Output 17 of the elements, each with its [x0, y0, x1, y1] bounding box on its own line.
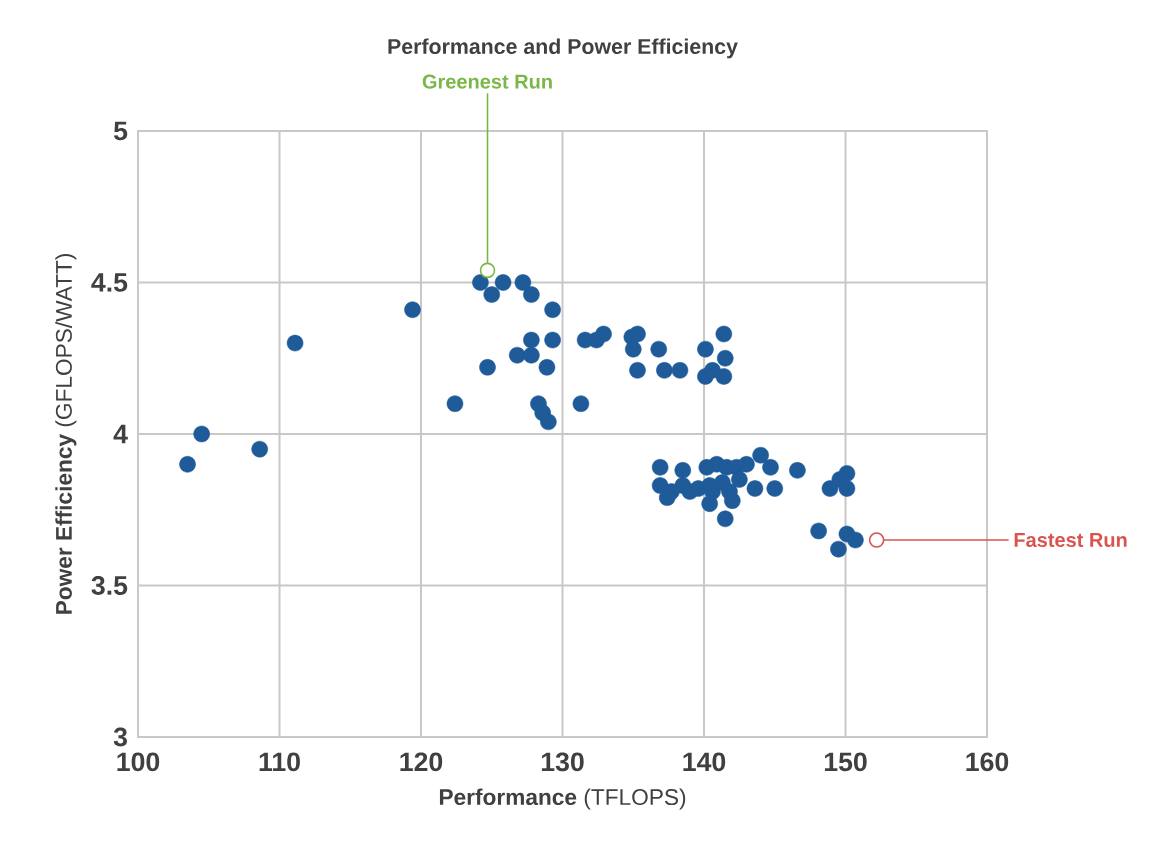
x-tick-label: 130 [541, 752, 584, 772]
y-tick-label: 4.5 [91, 273, 128, 292]
chart-title: Performance and Power Efficiency [388, 38, 738, 59]
x-tick-label: 120 [400, 752, 443, 772]
x-tick-label: 100 [117, 752, 160, 772]
y-axis-title: Power Efficiency (GFLOPS/WATT) [55, 254, 77, 614]
annotation: Greenest Run [422, 74, 552, 89]
annotation: Fastest Run [1014, 533, 1127, 548]
y-tick-label: 5 [113, 121, 128, 141]
x-tick-label: 110 [259, 752, 300, 772]
y-tick-label: 3 [113, 727, 127, 747]
x-axis-title: Performance (TFLOPS) [439, 788, 686, 810]
y-tick-label: 4 [113, 424, 128, 444]
y-tick-label: 3.5 [91, 576, 128, 595]
x-tick-label: 140 [683, 752, 726, 772]
x-tick-label: 150 [824, 752, 867, 772]
x-tick-label: 160 [966, 752, 1009, 772]
